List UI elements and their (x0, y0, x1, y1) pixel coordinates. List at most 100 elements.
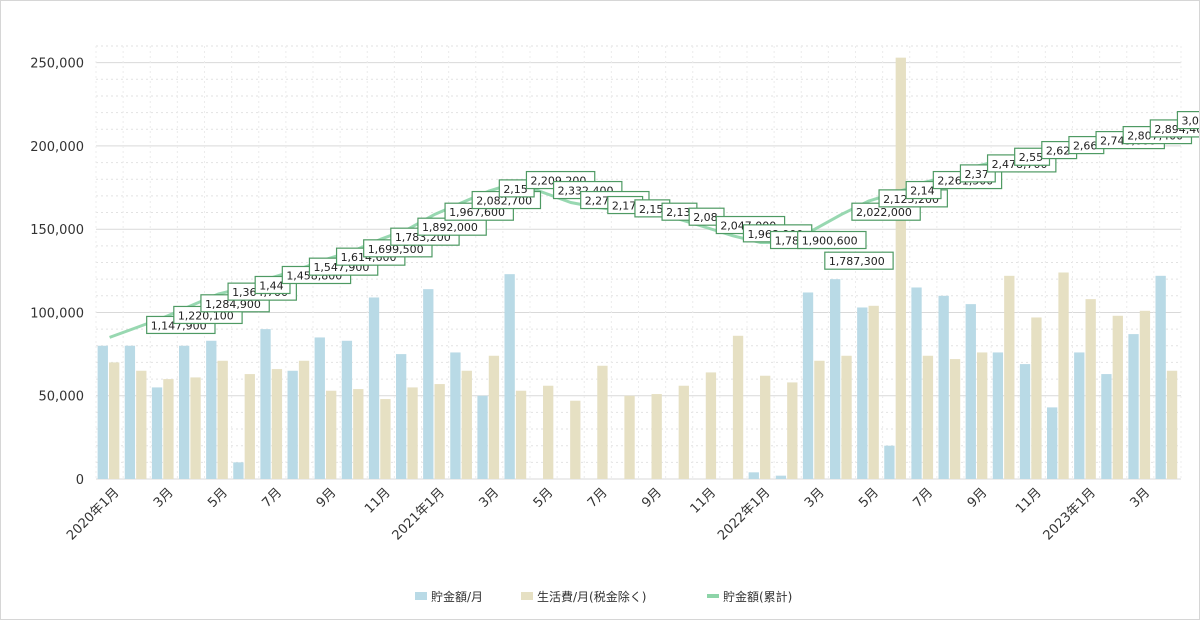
cumulative-label: 1,787,300 (824, 251, 894, 270)
living-cost-bar (732, 335, 744, 479)
living-cost-bar (298, 360, 310, 479)
savings-bar (857, 307, 868, 479)
cumulative-label-text: 1,900,600 (802, 235, 858, 248)
cumulative-label-text: 1,220,100 (178, 309, 234, 322)
savings-bar (396, 354, 407, 479)
x-tick-label: 5月 (205, 485, 231, 511)
living-cost-bar (895, 57, 906, 480)
x-tick-label: 7月 (585, 485, 611, 511)
cumulative-label: 2,15 (634, 199, 671, 218)
living-cost-bar (217, 360, 228, 479)
savings-bar (179, 345, 190, 479)
savings-bar (992, 352, 1004, 479)
savings-bar (775, 475, 787, 479)
cumulative-label-box (1176, 111, 1200, 130)
living-cost-bar (434, 384, 445, 479)
cumulative-label-text: 2,66 (1073, 140, 1098, 153)
savings-bar (151, 387, 163, 479)
x-tick-label: 3月 (802, 485, 828, 511)
y-tick-label: 0 (76, 473, 84, 488)
cumulative-label: 1,900,600 (797, 230, 867, 250)
y-tick-label: 50,000 (39, 390, 85, 405)
cumulative-label-text: 2,022,000 (856, 206, 912, 219)
x-tick-label: 5月 (531, 485, 557, 511)
savings-bar (368, 297, 380, 479)
y-tick-label: 200,000 (30, 140, 84, 155)
cumulative-label-text: 2,082,700 (476, 195, 532, 208)
cumulative-label-text: 1,787,300 (829, 255, 885, 268)
living-cost-bar (407, 387, 418, 479)
living-cost-bar (570, 400, 581, 479)
cumulative-label: 2,14 (905, 180, 942, 200)
savings-bar (1101, 374, 1112, 479)
x-tick-label: 9月 (965, 485, 991, 511)
living-cost-bar (515, 390, 527, 479)
savings-bar (341, 340, 353, 479)
living-cost-bar (678, 385, 689, 479)
y-tick-label: 150,000 (30, 223, 84, 238)
savings-bar (233, 462, 244, 479)
cumulative-label-text: 2,08 (693, 211, 718, 224)
living-cost-bar (109, 362, 120, 479)
living-cost-bar (814, 360, 825, 479)
savings-bar (802, 292, 814, 479)
cumulative-label-text: 3,017,400 (1181, 115, 1199, 128)
x-tick-label: 2020年1月 (64, 485, 122, 543)
cumulative-label-box (959, 164, 996, 183)
x-tick-label: 7月 (910, 485, 936, 511)
cumulative-label: 2,13 (661, 202, 698, 221)
living-cost-bar (977, 352, 988, 479)
x-tick-label: 11月 (688, 485, 719, 516)
cumulative-label-text: 2,15 (639, 203, 664, 216)
savings-bar (423, 289, 434, 479)
living-cost-bar (1139, 310, 1151, 479)
y-tick-label: 100,000 (30, 306, 84, 321)
cumulative-label: 2,62 (1041, 140, 1078, 160)
living-cost-bar (271, 369, 283, 479)
x-tick-label: 2021年1月 (390, 485, 448, 543)
savings-bar (206, 340, 217, 479)
savings-bar (884, 445, 895, 479)
cumulative-label-box (254, 275, 291, 295)
legend-swatch-line (707, 594, 719, 598)
cumulative-data-labels: 1,147,9001,220,1001,284,9001,364,7001,44… (146, 111, 1200, 335)
cumulative-label-text: 1,967,600 (449, 206, 505, 219)
x-tick-label: 7月 (259, 485, 285, 511)
cumulative-label-text: 2,55 (1019, 151, 1044, 164)
savings-bar (938, 295, 949, 479)
savings-bar (314, 337, 325, 479)
savings-bar (260, 329, 271, 479)
savings-bar (477, 395, 488, 479)
x-tick-label: 9月 (314, 485, 340, 511)
cumulative-label-text: 2,15 (503, 183, 528, 196)
savings-bar (748, 472, 759, 479)
savings-bar (124, 345, 136, 479)
savings-bar (1019, 364, 1031, 479)
legend-swatch (415, 592, 427, 600)
savings-bar (965, 304, 976, 479)
legend-swatch (521, 592, 533, 600)
cumulative-label: 2,55 (1014, 147, 1051, 166)
living-cost-bar (760, 375, 771, 479)
x-tick-label: 3月 (476, 485, 502, 511)
cumulative-label-text: 2,13 (666, 206, 691, 219)
living-cost-bar (787, 382, 798, 479)
x-tick-label: 2023年1月 (1041, 485, 1099, 543)
savings-bar (1128, 334, 1139, 479)
bars (97, 57, 1178, 480)
cumulative-label-text: 1,699,500 (368, 243, 424, 256)
x-tick-label: 9月 (639, 485, 665, 511)
savings-bar (504, 274, 515, 479)
cumulative-label: 3,017,400 (1176, 111, 1200, 130)
living-cost-bar (597, 365, 608, 479)
living-cost-bar (136, 370, 147, 479)
living-cost-bar (868, 305, 879, 479)
cumulative-label-box (905, 180, 942, 200)
living-cost-bar (380, 399, 391, 479)
x-tick-label: 2022年1月 (715, 485, 773, 543)
legend-label: 貯金額/月 (431, 589, 483, 604)
cumulative-label-text: 1,44 (259, 279, 284, 292)
savings-bar (830, 279, 841, 479)
